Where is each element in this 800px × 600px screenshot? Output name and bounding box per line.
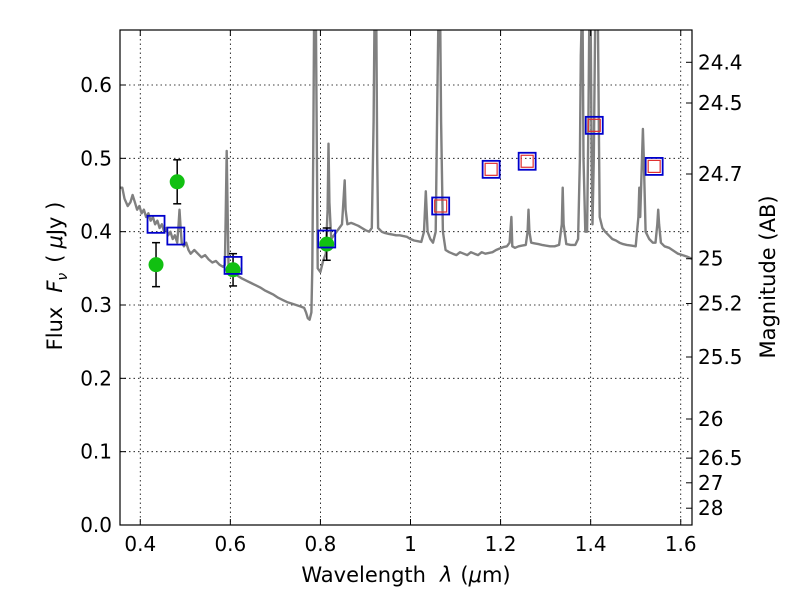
y2-tick-label: 26.5 [698, 446, 743, 470]
model-point-inner [520, 154, 534, 168]
y-tick-label: 0.3 [80, 293, 112, 317]
model-point [584, 115, 604, 135]
x-tick-label: 0.8 [305, 532, 337, 556]
y-tick-label: 0.1 [80, 440, 112, 464]
model-point [166, 226, 186, 246]
x-axis-label: Wavelength [301, 563, 426, 587]
model-point [317, 229, 337, 249]
y-axis-unit-open: ( [43, 255, 67, 263]
y2-tick-label: 24.4 [698, 50, 743, 74]
y2-tick-label: 27 [698, 471, 723, 495]
model-point-inner [647, 159, 661, 173]
model-point-inner [587, 118, 601, 132]
y-tick-label: 0.0 [80, 513, 112, 537]
x-tick-label: 0.6 [214, 532, 246, 556]
model-point [431, 196, 451, 216]
observed-point [169, 174, 185, 190]
x-tick-label: 1.4 [575, 532, 607, 556]
x-axis-unit-rest: m) [482, 563, 511, 587]
y-axis-subscript: ν [55, 273, 71, 281]
y-tick-label: 0.6 [80, 73, 112, 97]
y-axis-unit-rest: Jy ) [43, 202, 67, 238]
y2-tick-label: 24.7 [698, 162, 743, 186]
y2-tick-label: 25.2 [698, 292, 743, 316]
model-point [644, 156, 664, 176]
model-point [146, 214, 166, 234]
y2-tick-label: 26 [698, 407, 723, 431]
spectrum-line [120, 30, 692, 321]
y-tick-label: 0.4 [80, 220, 112, 244]
y2-axis-title: Magnitude (AB) [756, 195, 780, 358]
model-point-inner [434, 199, 448, 213]
x-tick-label: 0.4 [124, 532, 156, 556]
plot-frame [119, 29, 693, 526]
axes: 0.4 0.6 0.8 1 1.2 1.4 1.6 0.0 0.1 0.2 0.3 0.4 0.5 0.6… [80, 30, 743, 556]
y2-tick-label: 25.5 [698, 345, 743, 369]
x-axis-unit-open: ( [460, 563, 468, 587]
model-point [223, 255, 243, 275]
grid [120, 30, 692, 526]
x-tick-label: 1 [404, 532, 417, 556]
x-tick-label: 1.6 [665, 532, 697, 556]
model-point [517, 151, 537, 171]
y2-tick-label: 25 [698, 247, 723, 271]
y2-tick-label: 28 [698, 496, 723, 520]
y-axis-label: Flux [43, 307, 67, 351]
x-axis-title: Wavelength λ (μm) [301, 563, 510, 587]
y2-tick-label: 24.5 [698, 91, 743, 115]
observed-point [225, 262, 241, 278]
observed-point [319, 236, 335, 252]
y-tick-label: 0.2 [80, 366, 112, 390]
plot-area [120, 30, 692, 321]
y-axis-title: Flux Fν ( μJy ) [43, 202, 71, 351]
model-point-inner [484, 162, 498, 176]
observed-point [148, 257, 164, 273]
x-axis-symbol: λ [439, 563, 452, 587]
y-axis-unit-mu: μ [43, 235, 67, 249]
x-axis-unit-mu: μ [468, 563, 482, 587]
y-tick-label: 0.5 [80, 146, 112, 170]
model-point [481, 159, 501, 179]
x-tick-label: 1.2 [485, 532, 517, 556]
y-axis-symbol: F [43, 280, 67, 293]
